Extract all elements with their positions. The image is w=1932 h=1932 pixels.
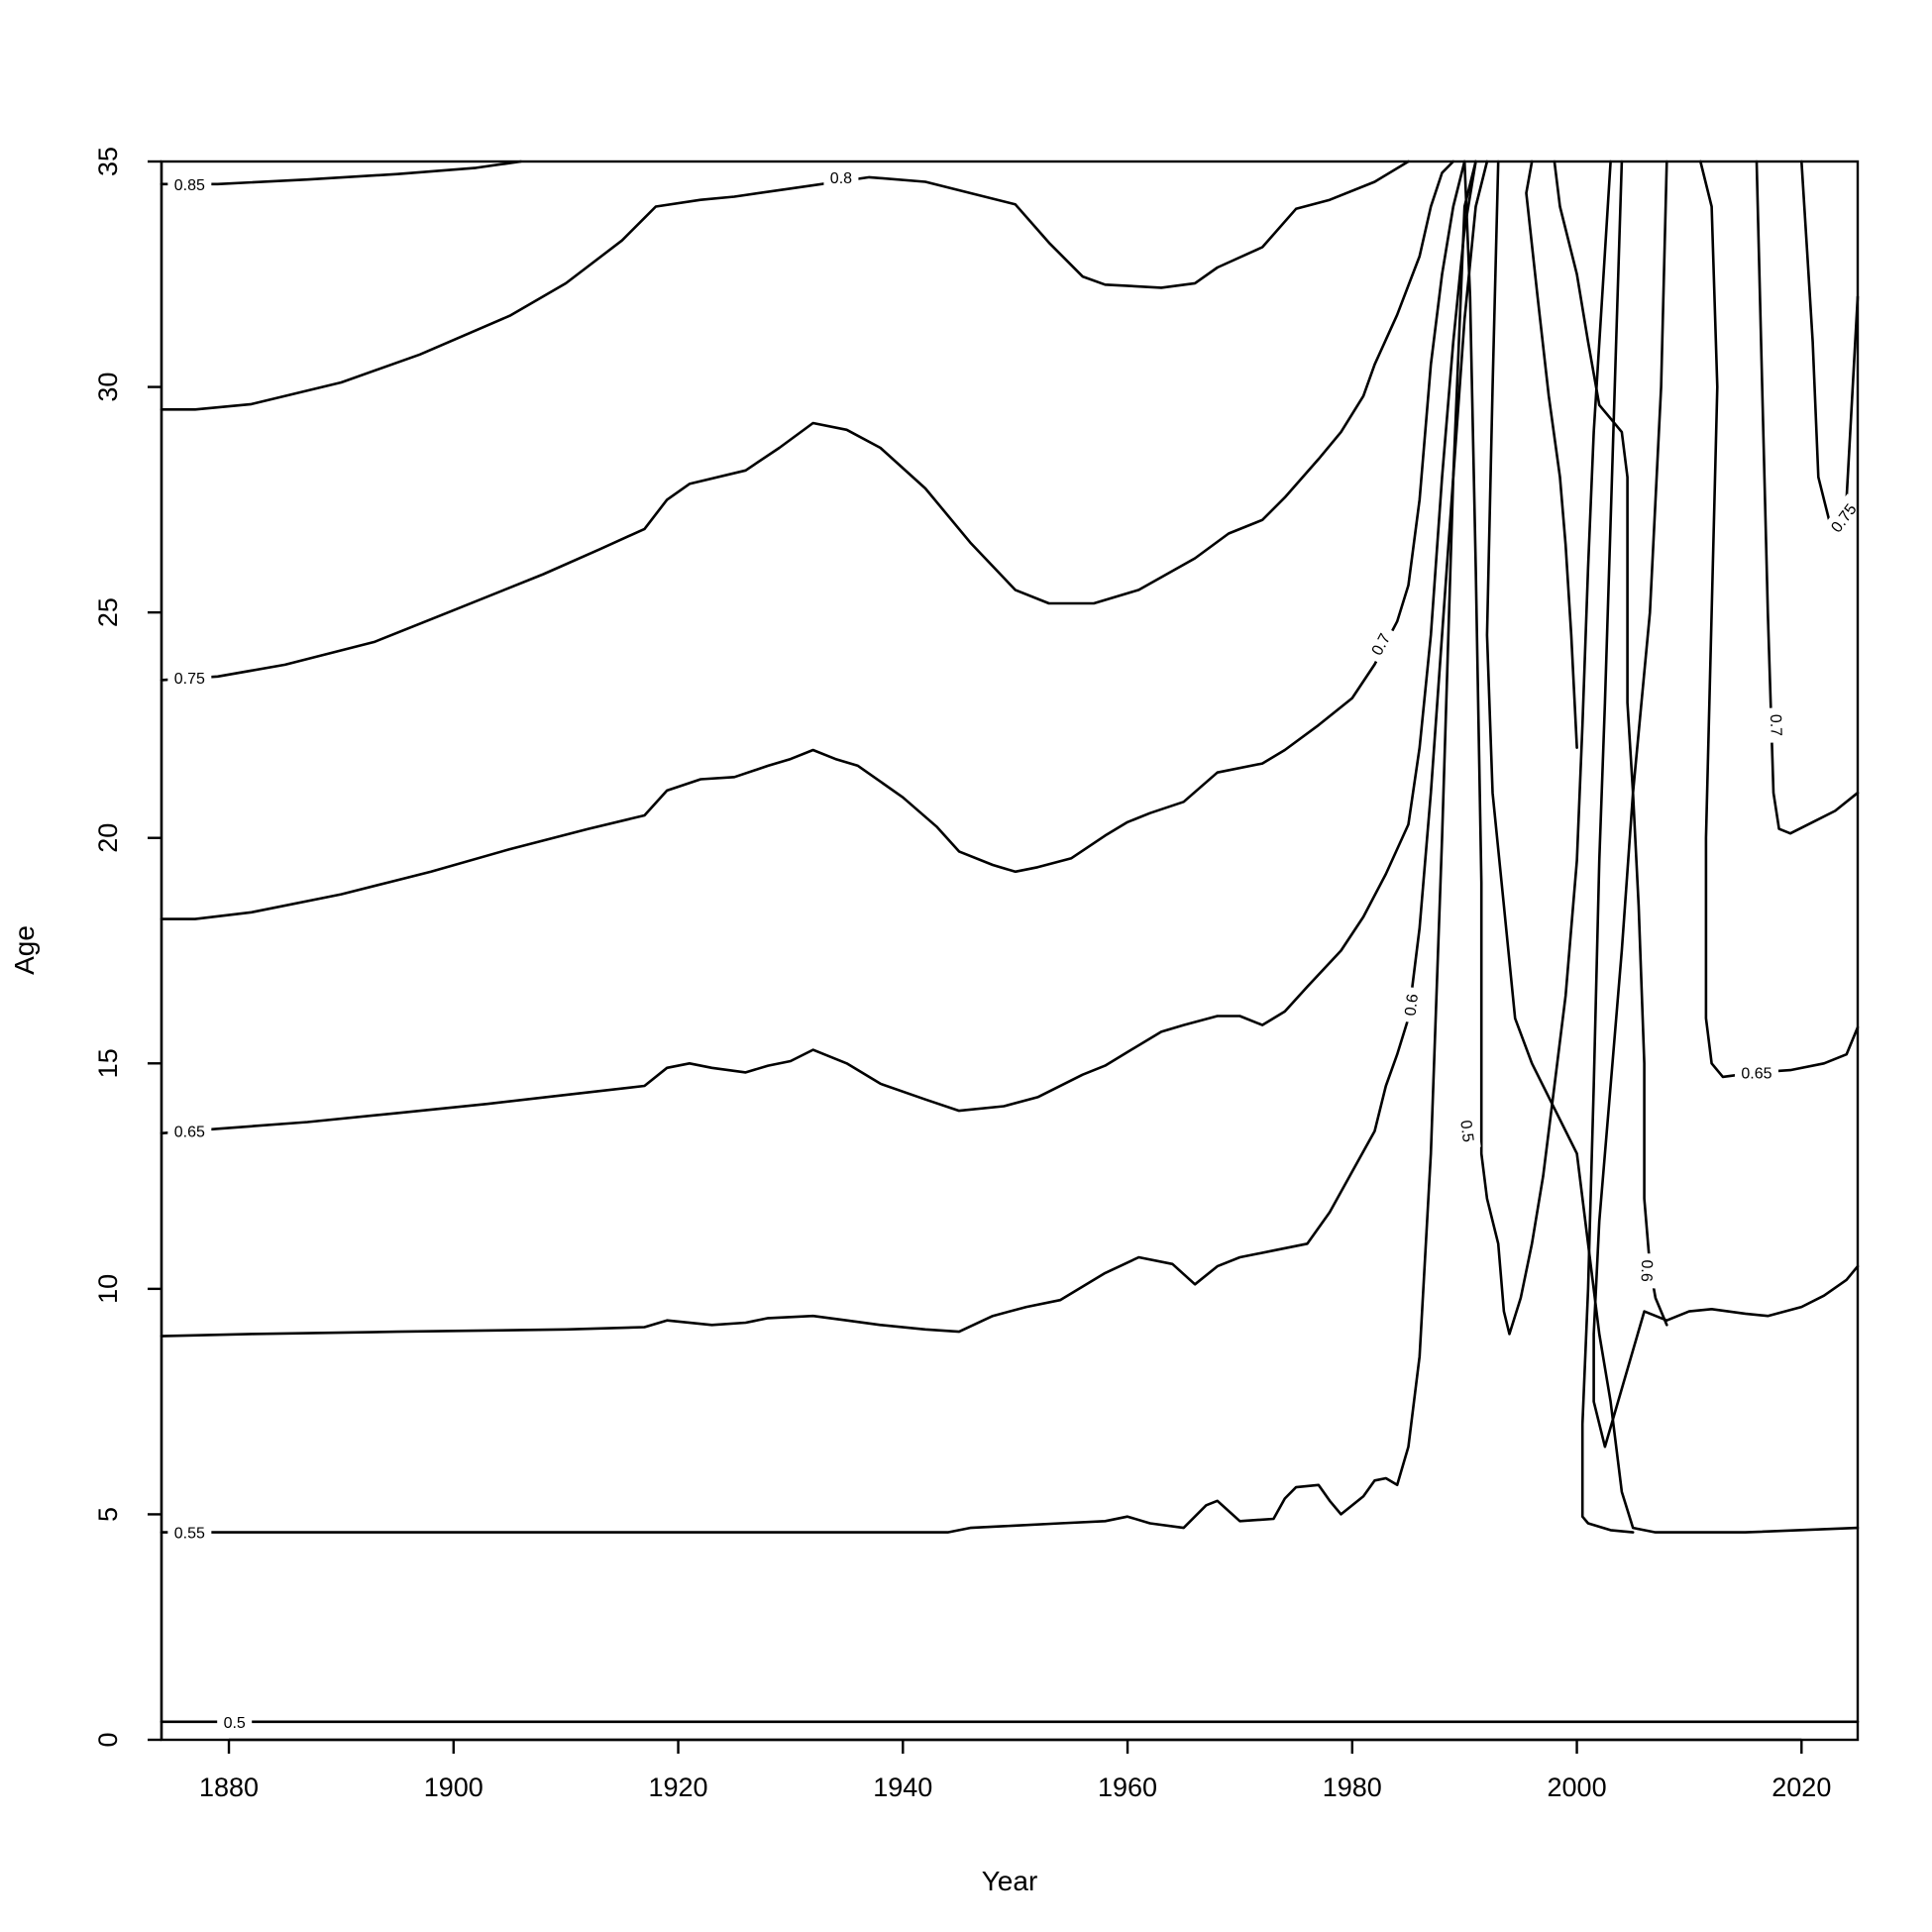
x-tick-label: 1880 [199, 1772, 259, 1802]
contour-line-16 [1800, 160, 1860, 524]
contour-label-gap [1636, 1252, 1660, 1289]
contour-line-12 [1525, 160, 1578, 749]
contour-line-1 [160, 160, 1410, 411]
x-axis: 1880 1900 1920 1940 1960 1980 2000 2020 [199, 1738, 1831, 1802]
contour-label-gap [1362, 623, 1399, 665]
contour-label-gap [167, 1521, 212, 1544]
contour-line-2 [160, 160, 1455, 682]
contour-label-gap [167, 667, 212, 690]
contour-line-11 [1592, 160, 1860, 1449]
contour-label-7: 0.5 [217, 1710, 253, 1733]
y-tick-label: 0 [93, 1732, 123, 1747]
contour-label-gap [217, 1710, 253, 1733]
contour-line-8 [1462, 160, 1612, 1336]
y-tick-label: 10 [93, 1274, 123, 1304]
contour-label-10: 0.6 [1636, 1252, 1660, 1289]
contour-label-text: 0.6 [1402, 993, 1422, 1017]
contour-label-gap [1397, 986, 1424, 1023]
contour-label-gap [167, 1120, 212, 1142]
contour-line-15 [1755, 160, 1860, 835]
contour-label-text: 0.5 [1456, 1120, 1476, 1143]
contour-label-4: 0.65 [167, 1120, 212, 1142]
contour-label-text: 0.65 [1741, 1065, 1771, 1082]
contour-labels: 0.85 0.80.750.70.650.60.550.50.50.60.650.… [167, 165, 1866, 1733]
contour-label-text: 0.7 [1767, 714, 1784, 737]
contour-label-1: 0.8 [823, 165, 859, 188]
y-axis: 0 5 10 15 20 25 30 35 [93, 147, 163, 1748]
contour-line-9 [1485, 160, 1860, 1534]
contour-label-gap [167, 172, 212, 195]
contour-line-0 [160, 160, 523, 186]
contour-label-text: 0.6 [1638, 1259, 1656, 1282]
contour-line-5 [160, 160, 1489, 1338]
contour-line-10 [1580, 160, 1635, 1534]
x-tick-label: 2000 [1548, 1772, 1607, 1802]
y-tick-label: 25 [93, 597, 123, 627]
contour-label-text: 0.65 [174, 1125, 205, 1141]
contour-label-gap [1765, 707, 1788, 743]
x-tick-label: 1940 [873, 1772, 932, 1802]
contour-label-gap [1734, 1061, 1778, 1084]
contour-label-5: 0.6 [1397, 986, 1424, 1023]
y-tick-label: 5 [93, 1507, 123, 1522]
contour-label-2: 0.75 [167, 667, 212, 690]
contour-lines [160, 160, 1860, 1724]
contour-line-13 [1553, 160, 1668, 1327]
x-axis-title: Year [982, 1866, 1038, 1896]
y-tick-label: 20 [93, 823, 123, 853]
contour-line-6 [160, 160, 1477, 1534]
contour-line-4 [160, 160, 1477, 1135]
contour-line-3 [160, 160, 1466, 920]
contour-label-gap [1454, 1112, 1481, 1150]
contour-label-text: 0.8 [830, 170, 852, 187]
contour-label-14: 0.65 [1734, 1061, 1778, 1084]
contour-label-8: 0.5 [1454, 1112, 1481, 1150]
contour-label-gap [1821, 493, 1866, 542]
x-tick-label: 1900 [424, 1772, 483, 1802]
x-tick-label: 1960 [1098, 1772, 1157, 1802]
x-tick-label: 1920 [648, 1772, 707, 1802]
contour-label-text: 0.75 [174, 671, 205, 688]
plot-frame [160, 160, 1860, 1742]
y-tick-label: 30 [93, 373, 123, 402]
y-axis-title: Age [9, 925, 40, 975]
x-tick-label: 2020 [1771, 1772, 1831, 1802]
contour-line-14 [1699, 160, 1860, 1079]
contour-label-15: 0.7 [1765, 707, 1788, 743]
contour-label-6: 0.55 [167, 1521, 212, 1544]
contour-label-text: 0.55 [174, 1526, 205, 1543]
contour-label-text: 0.85 [174, 177, 205, 194]
x-tick-label: 1980 [1323, 1772, 1382, 1802]
contour-label-gap [823, 165, 859, 188]
contour-label-text: 0.5 [224, 1715, 246, 1732]
y-tick-label: 15 [93, 1048, 123, 1078]
y-tick-label: 35 [93, 147, 123, 176]
contour-label-0: 0.85 [167, 172, 212, 195]
